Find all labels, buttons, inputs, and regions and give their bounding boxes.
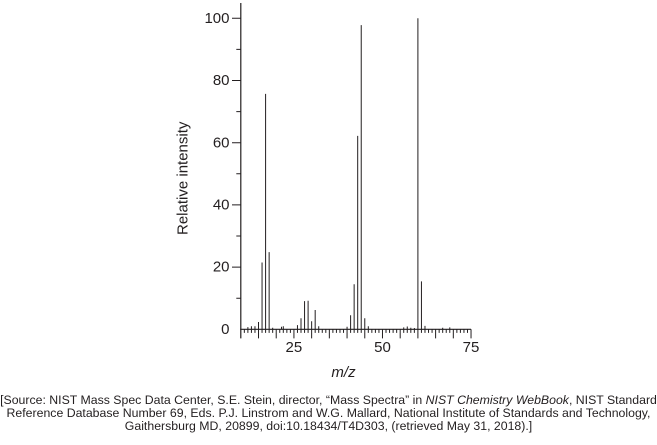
svg-text:40: 40 — [213, 197, 230, 214]
svg-text:m/z: m/z — [331, 364, 356, 381]
svg-text:60: 60 — [213, 134, 230, 151]
svg-text:20: 20 — [213, 259, 230, 276]
svg-text:80: 80 — [213, 72, 230, 89]
svg-text:0: 0 — [221, 321, 229, 338]
svg-text:Relative intensity: Relative intensity — [175, 121, 192, 235]
svg-text:75: 75 — [463, 339, 480, 356]
svg-text:50: 50 — [374, 339, 391, 356]
svg-text:100: 100 — [204, 10, 229, 27]
svg-text:25: 25 — [286, 339, 303, 356]
